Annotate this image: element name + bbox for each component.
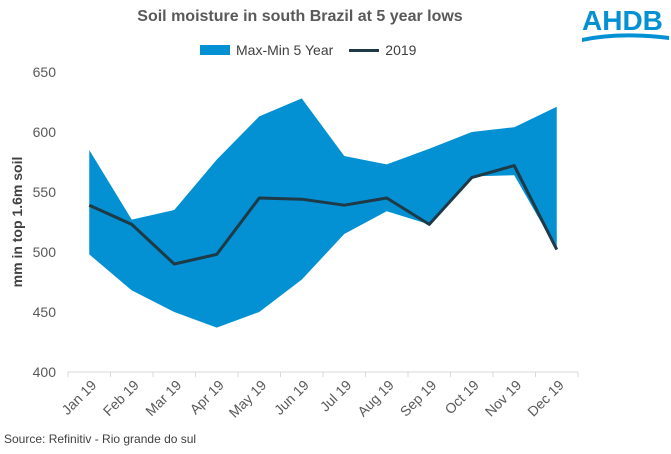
x-tick-label: Jun 19 (271, 377, 312, 418)
x-tick-label: Mar 19 (142, 377, 184, 419)
x-tick-label: Feb 19 (100, 377, 142, 419)
y-tick-label: 550 (33, 184, 57, 200)
x-tick-label: Jan 19 (58, 377, 99, 418)
x-tick-label: Apr 19 (186, 377, 227, 418)
legend-swatch-range (200, 45, 230, 55)
y-axis-label: mm in top 1.6m soil (9, 157, 25, 288)
line-2019 (88, 164, 559, 266)
y-tick-label: 650 (33, 64, 57, 80)
x-tick-label: Jul 19 (317, 377, 355, 415)
x-tick-label: Nov 19 (482, 377, 525, 420)
y-tick-label: 400 (33, 364, 57, 380)
legend-swatch-2019 (349, 48, 380, 52)
x-tick-label: Oct 19 (441, 377, 482, 418)
legend-label-2019: 2019 (385, 42, 417, 58)
legend-label-range: Max-Min 5 Year (236, 42, 334, 58)
x-tick-label: May 19 (226, 377, 270, 421)
range-area (89, 98, 557, 328)
y-tick-label: 600 (33, 124, 57, 140)
x-tick-label: Aug 19 (354, 377, 397, 420)
svg-text:AHDB: AHDB (582, 5, 663, 36)
y-tick-label: 500 (33, 244, 57, 260)
y-tick-label: 450 (33, 304, 57, 320)
ahdb-logo: AHDB (582, 5, 669, 42)
x-tick-label: Dec 19 (524, 377, 567, 420)
x-tick-label: Sep 19 (397, 377, 440, 420)
chart-title: Soil moisture in south Brazil at 5 year … (137, 8, 463, 25)
source-note: Source: Refinitiv - Rio grande do sul (4, 432, 197, 446)
legend: Max-Min 5 Year 2019 (200, 42, 416, 58)
